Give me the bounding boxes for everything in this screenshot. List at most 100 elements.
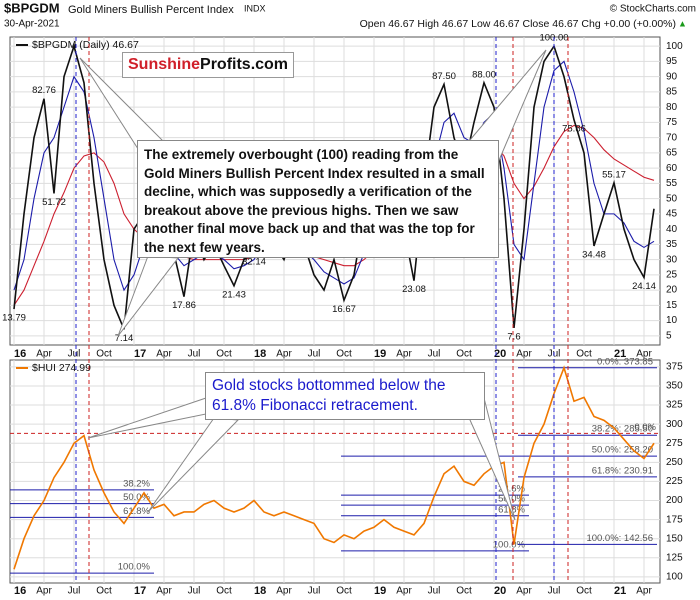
chart-title: $BPGDM	[4, 0, 60, 15]
x-tick-label: Oct	[576, 586, 592, 597]
y-tick-label: 175	[666, 514, 683, 525]
y-tick-label: 75	[666, 117, 678, 128]
logo-part: Profits.com	[200, 56, 289, 73]
y-tick-label: 150	[666, 533, 683, 544]
data-label: 21.43	[222, 289, 246, 300]
x-tick-label: 16	[14, 348, 26, 360]
y-tick-label: 45	[666, 209, 678, 220]
x-tick-label: Apr	[516, 349, 532, 360]
y-tick-label: 275	[666, 438, 683, 449]
x-tick-label: Oct	[576, 349, 592, 360]
fib-label: 50.0%	[123, 492, 150, 503]
x-tick-label: Oct	[96, 586, 112, 597]
fib-label: 38.2%	[123, 478, 150, 489]
x-tick-label: Apr	[156, 586, 172, 597]
logo: SunshineProfits.com	[122, 52, 294, 78]
y-tick-label: 25	[666, 270, 678, 281]
series-line	[13, 60, 655, 292]
series-line	[13, 43, 655, 330]
y-tick-label: 85	[666, 87, 678, 98]
fib-label: 100.0%: 142.56	[586, 533, 653, 544]
y-tick-label: 15	[666, 300, 678, 311]
fib-label: 23.6%	[498, 484, 525, 495]
y-tick-label: 300	[666, 419, 683, 430]
series-line	[13, 365, 655, 570]
y-tick-label: 95	[666, 56, 678, 67]
x-tick-label: Jul	[68, 586, 81, 597]
data-label: 17.86	[172, 300, 196, 311]
data-label: 75.86	[562, 123, 586, 134]
y-tick-label: 65	[666, 148, 678, 159]
legend-label: $BPGDM (Daily) 46.67	[32, 39, 139, 51]
data-label: 7.6	[507, 331, 520, 342]
x-tick-label: Oct	[216, 349, 232, 360]
y-tick-label: 40	[666, 224, 678, 235]
x-tick-label: 19	[374, 348, 386, 360]
change-arrow: ▲	[678, 18, 687, 28]
y-tick-label: 60	[666, 163, 678, 174]
quote: Open 46.67 High 46.67 Low 46.67 Close 46…	[360, 18, 676, 30]
y-tick-label: 30	[666, 254, 678, 265]
y-tick-label: 80	[666, 102, 678, 113]
y-tick-label: 250	[666, 457, 683, 468]
plot-layer: 5 10 15 20 25 30 35 40 45 50 55 60 65 70 75 80 85 90 95 100…	[2, 33, 683, 597]
data-label: 88.00	[472, 69, 496, 80]
data-label: 13.79	[2, 313, 26, 324]
y-tick-label: 55	[666, 178, 678, 189]
x-tick-label: Oct	[336, 349, 352, 360]
x-tick-label: Oct	[456, 349, 472, 360]
x-tick-label: Jul	[548, 586, 561, 597]
data-label: 87.50	[432, 71, 456, 82]
y-tick-label: 325	[666, 400, 683, 411]
y-tick-label: 100	[666, 41, 683, 52]
fib-label: 61.8%	[123, 506, 150, 517]
x-tick-label: 19	[374, 585, 386, 597]
y-tick-label: 350	[666, 381, 683, 392]
data-label: 51.72	[42, 197, 66, 208]
y-tick-label: 5	[666, 330, 672, 341]
data-label: 23.08	[402, 284, 426, 295]
x-tick-label: 20	[494, 348, 506, 360]
x-tick-label: 21	[614, 348, 626, 360]
data-label: 55.17	[602, 169, 626, 180]
data-label: 7.14	[115, 333, 134, 344]
x-tick-label: 17	[134, 585, 146, 597]
x-tick-label: Jul	[428, 349, 441, 360]
x-tick-label: Oct	[96, 349, 112, 360]
x-tick-label: 18	[254, 348, 266, 360]
y-tick-label: 100	[666, 572, 683, 583]
x-tick-label: Jul	[188, 349, 201, 360]
x-tick-label: 16	[14, 585, 26, 597]
callout: Gold stocks bottommed below the 61.8% Fi…	[205, 372, 485, 420]
x-tick-label: Apr	[36, 349, 52, 360]
fib-label: 38.2%: 285.50	[592, 424, 653, 435]
x-tick-label: 17	[134, 348, 146, 360]
x-tick-label: Jul	[428, 586, 441, 597]
y-tick-label: 70	[666, 132, 678, 143]
chart-subtitle: Gold Miners Bullish Percent Index	[68, 4, 234, 16]
x-tick-label: Apr	[36, 586, 52, 597]
x-tick-label: Apr	[396, 349, 412, 360]
callout: The extremely overbought (100) reading f…	[137, 140, 499, 258]
callout-pointers	[79, 49, 547, 521]
y-tick-label: 125	[666, 552, 683, 563]
x-tick-label: Jul	[308, 349, 321, 360]
y-tick-label: 90	[666, 71, 678, 82]
x-tick-label: Apr	[156, 349, 172, 360]
x-tick-label: 18	[254, 585, 266, 597]
x-tick-label: Oct	[336, 586, 352, 597]
y-tick-label: 10	[666, 315, 678, 326]
x-tick-label: 21	[614, 585, 626, 597]
data-label: 34.48	[582, 249, 606, 260]
y-tick-label: 225	[666, 476, 683, 487]
y-tick-label: 200	[666, 495, 683, 506]
x-tick-label: Apr	[636, 349, 652, 360]
fib-label: 100.0%	[118, 562, 151, 573]
exchange: INDX	[244, 3, 266, 13]
x-tick-label: Apr	[276, 349, 292, 360]
logo-part: Sunshine	[128, 56, 201, 73]
fib-label: 50.0%	[498, 494, 525, 505]
fib-label: 61.8%: 230.91	[592, 465, 653, 476]
